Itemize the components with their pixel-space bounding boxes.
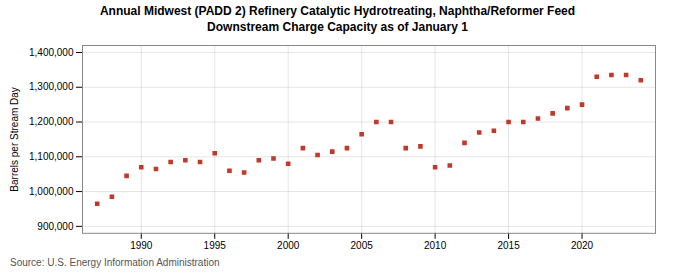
svg-text:2010: 2010 (424, 241, 447, 252)
svg-text:1,000,000: 1,000,000 (29, 186, 74, 197)
svg-text:Barrels per Stream Day: Barrels per Stream Day (9, 87, 20, 191)
svg-text:1995: 1995 (204, 241, 227, 252)
svg-text:2020: 2020 (571, 241, 594, 252)
svg-text:1,400,000: 1,400,000 (29, 47, 74, 58)
html-text:Source: U.S. Energy Informatio: Source: U.S. Energy Information Administ… (10, 257, 220, 268)
svg-text:1,200,000: 1,200,000 (29, 116, 74, 127)
svg-text:2015: 2015 (497, 241, 520, 252)
svg-text:1990: 1990 (130, 241, 153, 252)
svg-text:1,100,000: 1,100,000 (29, 151, 74, 162)
svg-text:2005: 2005 (351, 241, 374, 252)
svg-text:1,300,000: 1,300,000 (29, 82, 74, 93)
html-text:Annual Midwest (PADD 2) Refine: Annual Midwest (PADD 2) Refinery Catalyt… (99, 4, 576, 34)
svg-text:900,000: 900,000 (37, 221, 74, 232)
svg-text:2000: 2000 (277, 241, 300, 252)
